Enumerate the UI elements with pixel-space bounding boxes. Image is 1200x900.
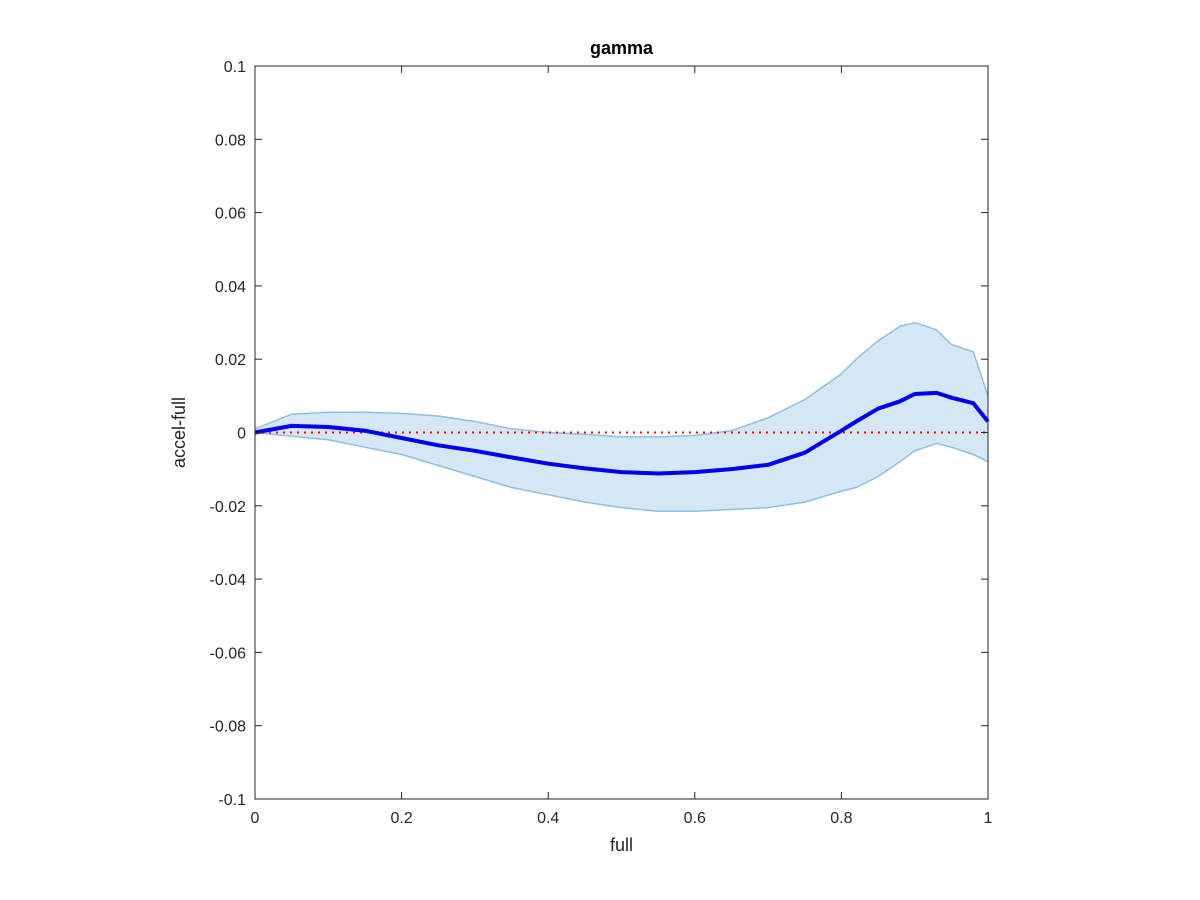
y-tick-label: 0.1 [224,59,246,76]
x-axis-label: full [610,835,633,855]
y-tick-label: 0.06 [215,206,246,223]
y-tick-label: 0.08 [215,132,246,149]
confidence-band [255,322,988,512]
axis-ticks: 0 0.2 0.4 0.6 0.8 1 -0.1 -0.08 -0.06 -0.04 -0.02 0 0… [210,59,993,827]
y-tick-label: 0.04 [215,279,246,296]
y-tick-label: -0.1 [218,792,246,809]
x-tick-label: 0.2 [390,810,412,827]
x-tick-label: 0 [251,810,260,827]
band-upper-edge [254,321,989,438]
y-axis-label: accel-full [169,397,189,468]
mean-series-line [254,390,990,476]
y-tick-label: 0 [237,426,246,443]
y-tick-label: 0.02 [215,352,246,369]
x-tick-label: 0.8 [830,810,852,827]
y-tick-label: -0.04 [210,572,247,589]
x-tick-label: 1 [984,810,993,827]
x-tick-label: 0.6 [684,810,706,827]
band-lower-edge [254,431,989,513]
chart-title: gamma [590,38,654,58]
plot-area [254,321,990,513]
x-tick-label: 0.4 [537,810,559,827]
y-tick-label: -0.08 [210,719,247,736]
y-tick-label: -0.02 [210,499,247,516]
y-tick-label: -0.06 [210,645,247,662]
